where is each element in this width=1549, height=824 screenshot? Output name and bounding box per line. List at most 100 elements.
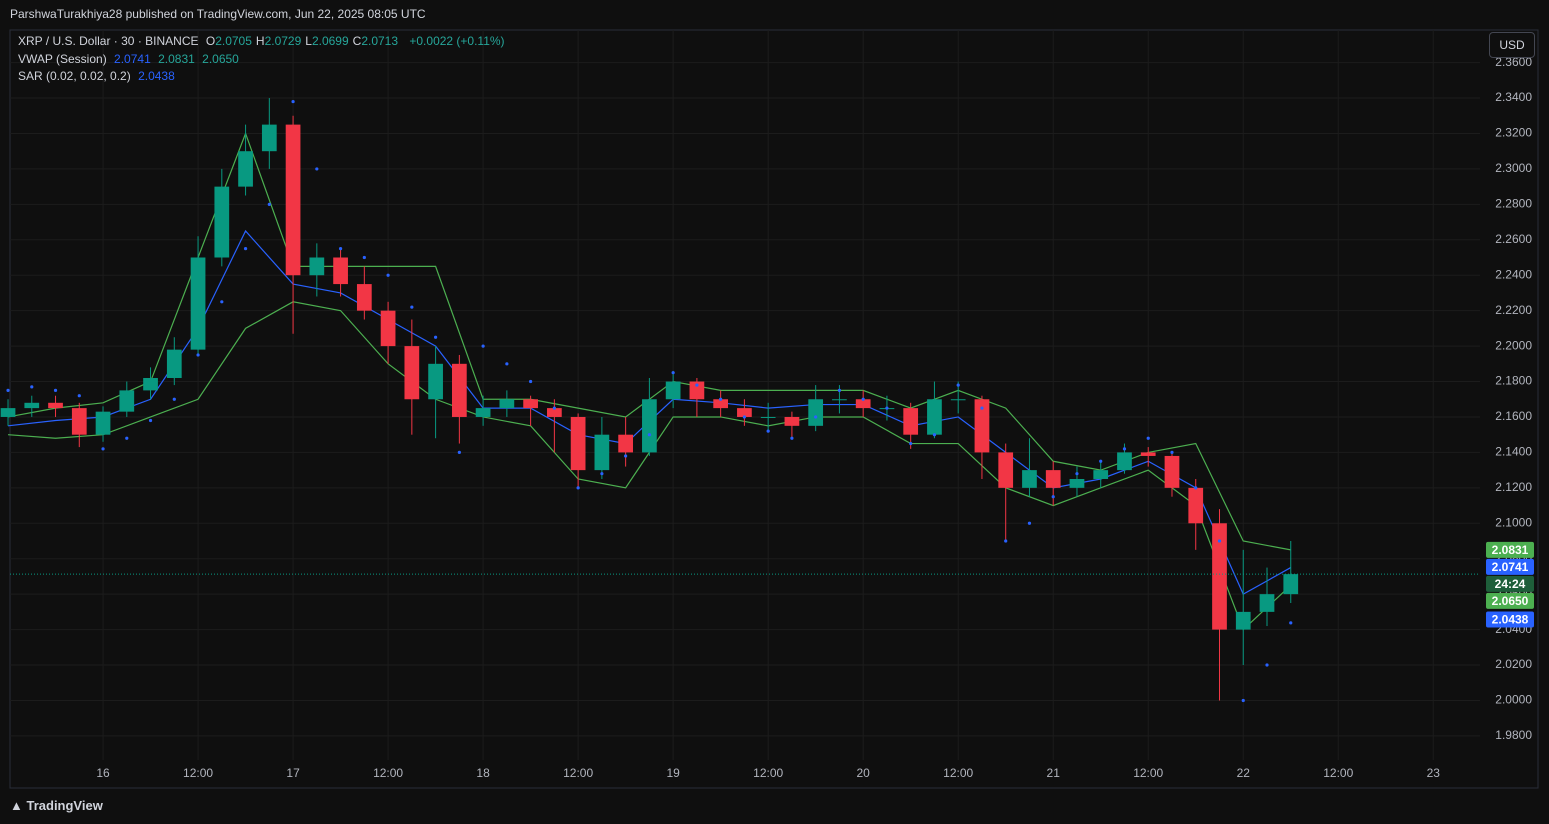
- ohlc-key: C: [352, 34, 362, 48]
- sar-dot: [719, 397, 723, 401]
- sar-dot: [220, 300, 224, 304]
- ohlc-value: 2.0699: [311, 34, 349, 48]
- sar-dot: [861, 397, 865, 401]
- price-tag: [1486, 592, 1534, 609]
- price-tag-label: 24:24: [1495, 577, 1526, 591]
- x-tick-label: 12:00: [1133, 766, 1163, 780]
- x-tick-label: 12:00: [1323, 766, 1353, 780]
- candle-body: [143, 377, 158, 391]
- candle-body: [380, 310, 396, 347]
- sar-dot: [671, 371, 675, 375]
- candle-body: [48, 402, 63, 409]
- sar-dot: [267, 202, 271, 206]
- sar-dot: [1122, 447, 1127, 451]
- candle-body: [523, 399, 538, 409]
- candle-body: [1045, 470, 1061, 488]
- y-tick-label: 2.1400: [1495, 445, 1532, 459]
- candle-body: [71, 408, 87, 435]
- y-tick-label: 2.2200: [1495, 303, 1532, 317]
- sar-dot: [980, 406, 984, 410]
- price-tag: [1486, 558, 1534, 575]
- sar-dot: [1027, 521, 1032, 525]
- sar-dot: [433, 335, 438, 339]
- price-tag: [1486, 611, 1534, 628]
- sar-dot: [1075, 472, 1079, 476]
- y-tick-label: 2.3000: [1495, 161, 1532, 175]
- currency-button[interactable]: USD: [1489, 32, 1535, 58]
- sar-dot: [1051, 495, 1055, 499]
- candle-body: [451, 363, 467, 417]
- vwap-name: VWAP (Session): [18, 52, 107, 66]
- candle-body: [24, 402, 40, 409]
- candle-body: [238, 151, 253, 187]
- vwap-value: 2.0741: [114, 52, 151, 66]
- x-tick-label: 12:00: [373, 766, 403, 780]
- vwap-upper: 2.0831: [158, 52, 195, 66]
- sar-dot: [742, 415, 747, 419]
- sar-dot: [814, 415, 818, 419]
- sar-dot: [386, 273, 390, 277]
- ohlc-value: 2.0729: [264, 34, 302, 48]
- sar-dot: [909, 441, 913, 446]
- sar-legend: SAR (0.02, 0.02, 0.2) 2.0438: [18, 69, 179, 83]
- candle-body: [214, 186, 230, 258]
- sar-dot: [315, 167, 319, 171]
- candle-body: [261, 124, 277, 152]
- brand-name: TradingView: [26, 798, 103, 813]
- y-tick-label: 2.3600: [1495, 55, 1532, 69]
- x-tick-label: 12:00: [943, 766, 973, 780]
- y-tick-label: 2.1600: [1495, 409, 1532, 423]
- sar-dot: [291, 99, 295, 104]
- candle-body: [618, 434, 633, 453]
- sar-dot: [30, 385, 34, 389]
- candle-body: [927, 399, 942, 435]
- symbol-legend: XRP / U.S. Dollar · 30 · BINANCE O2.0705…: [18, 34, 509, 48]
- candle-body: [974, 399, 990, 453]
- sar-dot: [457, 450, 461, 455]
- sar-dot: [837, 388, 842, 392]
- x-tick-label: 20: [856, 766, 870, 780]
- price-tag-label: 2.0650: [1492, 594, 1529, 608]
- candle-body: [1212, 523, 1227, 630]
- price-tag-label: 2.0831: [1492, 543, 1529, 557]
- y-tick-label: 2.2400: [1495, 267, 1532, 281]
- candle-body: [1235, 611, 1251, 630]
- sar-dot: [1265, 663, 1269, 667]
- sar-dot: [885, 406, 889, 410]
- candle-body: [737, 408, 752, 417]
- sar-dot: [932, 433, 937, 437]
- sar-dot: [77, 394, 81, 398]
- x-tick-label: 12:00: [753, 766, 783, 780]
- publish-header: ParshwaTurakhiya28 published on TradingV…: [10, 7, 426, 21]
- sar-dot: [624, 454, 628, 458]
- vwap-band-line: [7, 301, 1292, 631]
- candle-body: [547, 408, 562, 417]
- ohlc-key: H: [255, 34, 265, 48]
- y-tick-label: 2.2000: [1495, 338, 1532, 352]
- sar-dot: [125, 436, 129, 440]
- candle-body: [760, 416, 776, 418]
- candle-body: [1164, 455, 1180, 488]
- candle-body: [570, 416, 586, 471]
- candle-body: [1069, 478, 1085, 488]
- x-tick-label: 17: [286, 766, 300, 780]
- vwap-legend: VWAP (Session) 2.0741 2.0831 2.0650: [18, 52, 243, 66]
- candle-body: [1117, 452, 1132, 471]
- y-tick-label: 2.2800: [1495, 197, 1532, 211]
- sar-dot: [576, 486, 580, 490]
- sar-dot: [1170, 450, 1174, 455]
- sar-dot: [766, 429, 770, 433]
- brand: ▲ TradingView: [10, 798, 103, 813]
- sar-dot: [529, 379, 533, 384]
- x-tick-label: 21: [1047, 766, 1061, 780]
- x-tick-label: 12:00: [563, 766, 593, 780]
- sar-dot: [1004, 539, 1008, 543]
- candle-body: [832, 399, 847, 401]
- candle-body: [404, 346, 420, 400]
- candle-body: [190, 257, 206, 350]
- candle-body: [356, 284, 372, 311]
- candle-body: [95, 411, 111, 435]
- y-tick-label: 2.1800: [1495, 374, 1532, 388]
- candle-body: [1093, 470, 1109, 479]
- candle-body: [713, 399, 729, 409]
